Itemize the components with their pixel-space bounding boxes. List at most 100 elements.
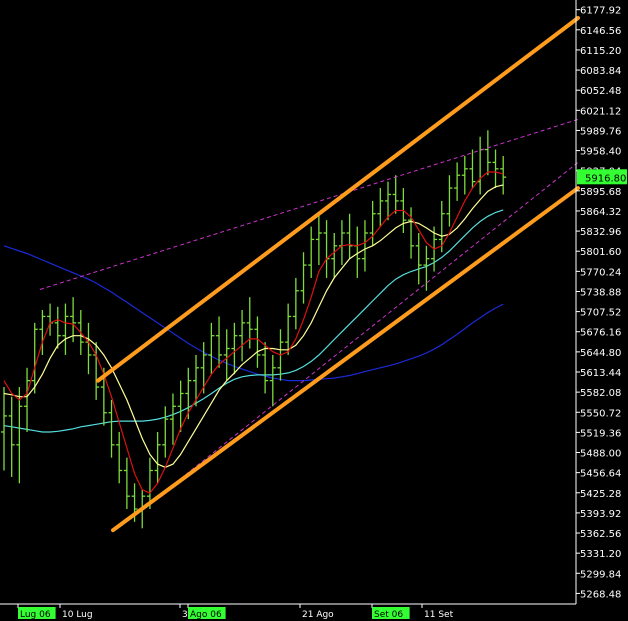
last-price-label: 5916.80 (585, 173, 626, 184)
y-tick-label: 5958.40 (580, 147, 621, 158)
moving-average-yellow (3, 184, 504, 468)
y-tick-label: 5488.00 (580, 449, 621, 460)
ohlc-bar (16, 387, 23, 484)
ohlc-bar (269, 354, 276, 407)
ohlc-bar (177, 380, 184, 432)
y-tick-label: 5456.64 (580, 469, 621, 480)
ohlc-bar (500, 155, 507, 195)
ohlc-bar (123, 457, 130, 510)
y-axis-ticks: 6177.92 6146.56 6115.20 6083.84 6052.48 6021.… (576, 6, 621, 600)
x-tick-label: 31 (182, 610, 193, 620)
ohlc-bars (1, 130, 507, 529)
ohlc-bar (315, 213, 322, 266)
dashed-upper-trendline (39, 118, 579, 290)
x-tick-label: 10 Lug (62, 610, 93, 620)
ohlc-bar (146, 457, 153, 510)
x-tick-label: 11 Set (424, 610, 454, 620)
moving-average-cyan (3, 209, 504, 433)
ohlc-bar (438, 200, 445, 253)
x-tick-label: Lug 06 (20, 610, 51, 620)
ohlc-bar (108, 399, 115, 458)
moving-average-blue-line (3, 245, 504, 382)
ohlc-bar (461, 155, 468, 195)
ohlc-bar (24, 367, 31, 432)
y-tick-label: 5582.08 (580, 388, 621, 399)
ohlc-bar (492, 149, 499, 189)
y-tick-label: 5864.32 (580, 207, 621, 218)
ohlc-bar (223, 329, 230, 381)
y-tick-label: 5707.52 (580, 308, 621, 319)
ohlc-bar (361, 220, 368, 272)
trend-channel (96, 15, 580, 533)
ohlc-bar (200, 342, 207, 394)
ohlc-bar (423, 245, 430, 291)
ohlc-bar (292, 277, 299, 330)
ohlc-bar (154, 431, 161, 484)
y-tick-label: 5832.96 (580, 227, 621, 238)
x-label-highlight (372, 607, 410, 619)
ohlc-bar (300, 252, 307, 304)
ohlc-bar (415, 232, 422, 285)
moving-average-blue (3, 245, 504, 382)
ohlc-bar (392, 175, 399, 214)
ohlc-bar (31, 322, 38, 394)
ohlc-bar (116, 431, 123, 484)
y-tick-label: 5393.92 (580, 509, 621, 520)
x-tick-label: Ago 06 (190, 610, 222, 620)
dashed-trendlines (39, 118, 579, 528)
ohlc-bar (369, 200, 376, 246)
ohlc-bar (239, 310, 246, 362)
ohlc-bar (216, 316, 223, 368)
last-price-tag: 5916.80 (577, 169, 627, 185)
ohlc-bar (193, 354, 199, 407)
ohlc-bar (262, 342, 269, 394)
moving-average-yellow-line (3, 184, 504, 468)
ohlc-bar (469, 149, 476, 189)
ohlc-bar (454, 162, 461, 201)
moving-average-red (3, 171, 504, 494)
y-tick-label: 6052.48 (580, 86, 621, 97)
y-tick-label: 5519.36 (580, 428, 621, 439)
y-tick-label: 6083.84 (580, 66, 621, 77)
ohlc-bar (231, 322, 238, 375)
ohlc-bar (346, 213, 353, 259)
y-tick-label: 5644.80 (580, 348, 621, 359)
ohlc-bar (1, 387, 7, 471)
y-tick-label: 5331.20 (580, 549, 621, 560)
channel-upper-line (96, 15, 580, 383)
y-tick-label: 5299.84 (580, 569, 621, 580)
ohlc-bar (8, 396, 15, 477)
moving-average-red-line (3, 171, 504, 494)
y-tick-label: 5362.56 (580, 529, 621, 540)
x-tick-label: 21 Ago (302, 610, 334, 620)
ohlc-bar (62, 303, 69, 355)
y-tick-label: 5989.76 (580, 126, 621, 137)
y-tick-label: 6115.20 (580, 46, 621, 57)
moving-average-cyan-line (3, 209, 504, 433)
ohlc-bar (39, 310, 46, 355)
ohlc-bar (331, 232, 338, 278)
ohlc-bar (385, 181, 391, 221)
ohlc-bar (408, 207, 415, 259)
ohlc-bar (185, 367, 192, 420)
y-tick-label: 5676.16 (580, 328, 621, 339)
ohlc-bar (246, 297, 253, 349)
y-tick-label: 5613.44 (580, 368, 621, 379)
ohlc-bar (308, 226, 315, 278)
channel-lower-line (111, 186, 580, 533)
y-tick-label: 6021.12 (580, 106, 621, 117)
ohlc-bar (169, 393, 176, 445)
ohlc-bar (162, 406, 169, 458)
y-tick-label: 6177.92 (580, 6, 621, 17)
y-tick-label: 5550.72 (580, 408, 621, 419)
ohlc-bar (377, 188, 384, 227)
ohlc-bar (54, 306, 61, 349)
y-tick-label: 5268.48 (580, 589, 621, 600)
ohlc-bar (446, 175, 453, 227)
x-label-highlight (188, 607, 226, 619)
ohlc-bar (285, 303, 292, 355)
y-tick-label: 5895.68 (580, 187, 621, 198)
